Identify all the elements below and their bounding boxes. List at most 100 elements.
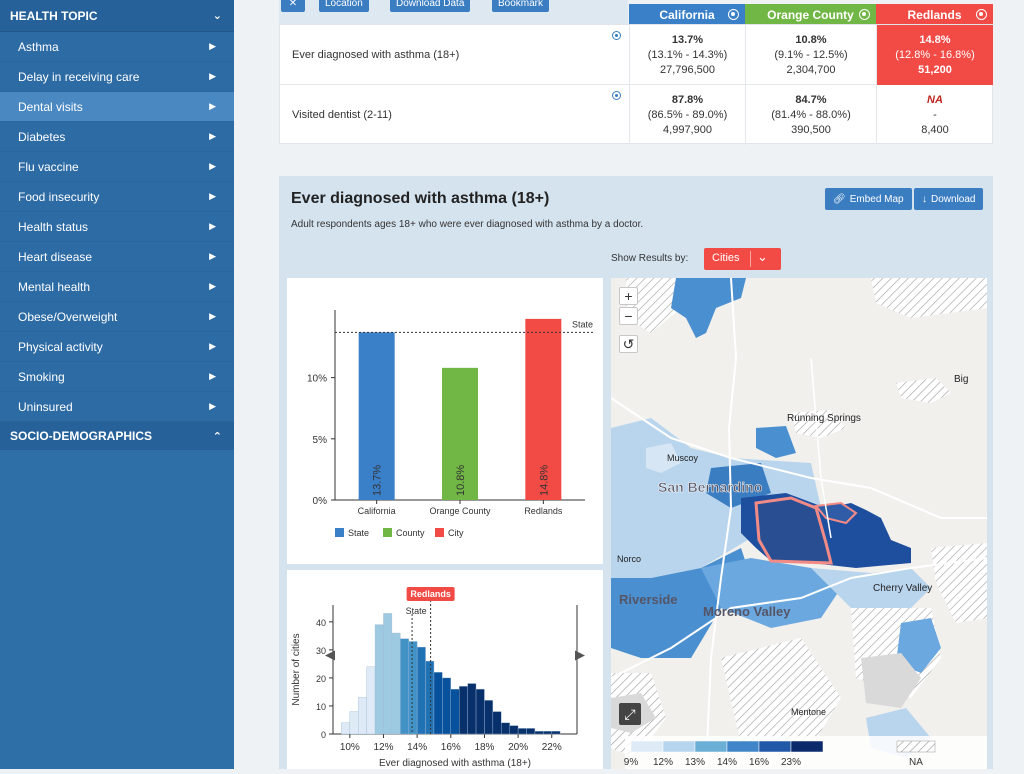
- histogram-bin: [425, 660, 435, 735]
- remove-location-icon[interactable]: [859, 9, 870, 20]
- socio-demographics-label: SOCIO-DEMOGRAPHICS: [10, 429, 153, 443]
- sidebar: HEALTH TOPIC ⌄ Asthma ▶ Delay in receiving…: [0, 0, 234, 769]
- info-icon[interactable]: [612, 91, 621, 100]
- location-name: California: [659, 7, 715, 22]
- reset-view-button[interactable]: ↺: [619, 335, 638, 353]
- remove-location-icon[interactable]: [976, 9, 987, 20]
- cell-ci: (81.4% - 88.0%): [771, 108, 851, 121]
- sidebar-item-health-status[interactable]: Health status ▶: [0, 212, 234, 242]
- cell-value: 10.8%: [795, 33, 827, 46]
- cell-ci: (13.1% - 14.3%): [647, 48, 728, 61]
- zoom-out-button[interactable]: −: [619, 307, 638, 325]
- cell-population: 27,796,500: [659, 63, 716, 76]
- sidebar-item-delay-in-receiving-care[interactable]: Delay in receiving care ▶: [0, 62, 234, 92]
- show-results-label: Show Results by:: [611, 253, 689, 264]
- sidebar-item-label: Mental health: [18, 279, 91, 294]
- histogram-bin: [551, 730, 561, 735]
- histogram-bin: [383, 613, 393, 735]
- y-tick-label: 10%: [307, 374, 327, 385]
- sidebar-item-asthma[interactable]: Asthma ▶: [0, 32, 234, 62]
- location-button[interactable]: Location: [319, 0, 369, 12]
- chevron-right-icon: ▶: [209, 311, 216, 321]
- chevron-up-icon: ⌃: [212, 430, 222, 443]
- map-label: Riverside: [619, 592, 678, 607]
- sidebar-item-mental-health[interactable]: Mental health ▶: [0, 272, 234, 302]
- sidebar-item-food-insecurity[interactable]: Food insecurity ▶: [0, 182, 234, 212]
- redlands-marker-badge: [406, 587, 455, 601]
- table-row: Visited dentist (2-11) 87.8% (86.5% - 89.…: [280, 85, 994, 145]
- sidebar-item-heart-disease[interactable]: Heart disease ▶: [0, 242, 234, 272]
- sidebar-item-physical-activity[interactable]: Physical activity ▶: [0, 332, 234, 362]
- zoom-in-button[interactable]: +: [619, 287, 638, 305]
- fullscreen-button[interactable]: ⤢: [619, 703, 641, 725]
- download-button[interactable]: ↓ Download: [914, 188, 984, 210]
- map-legend: 9% 12% 13% 14% 16% 23% NA: [624, 736, 987, 769]
- legend-swatch: [790, 740, 824, 753]
- x-axis-label: Ever diagnosed with asthma (18+): [379, 758, 531, 769]
- range-handle-left: [325, 650, 335, 661]
- minus-icon: −: [624, 308, 633, 324]
- cell-population: 2,304,700: [786, 63, 836, 76]
- histogram-chart: 0 10 20 30 40 10% 12% 14% 16% 18% 20% 22% State Redla…: [291, 587, 585, 769]
- cell-ci: (9.1% - 12.5%): [774, 48, 848, 61]
- histogram-bin: [543, 730, 552, 735]
- histogram-bin: [492, 711, 502, 735]
- sidebar-item-obese-overweight[interactable]: Obese/Overweight ▶: [0, 302, 234, 332]
- x-tick-label: Orange County: [429, 506, 491, 516]
- histogram-bin: [450, 688, 460, 735]
- bar-value-label: 10.8%: [455, 465, 467, 496]
- histogram-bin: [534, 730, 544, 735]
- sidebar-item-flu-vaccine[interactable]: Flu vaccine ▶: [0, 152, 234, 182]
- na-region: [791, 410, 846, 438]
- sidebar-item-label: Dental visits: [18, 99, 83, 114]
- sidebar-item-dental-visits[interactable]: Dental visits ▶: [0, 92, 234, 122]
- cell-ci: -: [933, 108, 937, 121]
- bar-chart-card: 0% 5% 10% California 13.7% Orange County 10.8%…: [287, 278, 603, 564]
- info-icon[interactable]: [612, 31, 621, 40]
- remove-location-icon[interactable]: [728, 9, 739, 20]
- health-topic-label: HEALTH TOPIC: [10, 8, 98, 23]
- legend-swatch: [694, 740, 728, 753]
- sidebar-item-label: Uninsured: [18, 399, 73, 414]
- cell-ci: (86.5% - 89.0%): [647, 108, 728, 121]
- choropleth-map[interactable]: San Bernardino Riverside Moreno Valley R…: [611, 278, 987, 769]
- bookmark-button[interactable]: Bookmark: [492, 0, 550, 12]
- legend-na-swatch: [896, 740, 936, 753]
- cell-population: 8,400: [921, 123, 949, 136]
- sidebar-item-smoking[interactable]: Smoking ▶: [0, 362, 234, 392]
- chevron-right-icon: ▶: [209, 251, 216, 261]
- bar: [525, 318, 562, 500]
- table-cell: 84.7% (81.4% - 88.0%) 390,500: [745, 85, 876, 145]
- map-label: Muscoy: [667, 453, 699, 463]
- download-data-label: Download Data: [396, 0, 465, 9]
- sidebar-item-uninsured[interactable]: Uninsured ▶: [0, 392, 234, 422]
- x-tick-label: 16%: [441, 742, 461, 753]
- map-label: Cherry Valley: [873, 583, 932, 594]
- legend-swatch: [630, 740, 664, 753]
- y-tick-label: 20: [316, 674, 326, 684]
- histogram-bin: [341, 722, 351, 735]
- location-header-california[interactable]: California: [629, 4, 745, 25]
- histogram-bin: [391, 632, 401, 735]
- map-view[interactable]: San Bernardino Riverside Moreno Valley R…: [611, 278, 987, 769]
- location-header-orange-county[interactable]: Orange County: [745, 4, 876, 25]
- health-topic-header[interactable]: HEALTH TOPIC ⌄: [0, 0, 234, 32]
- row-label[interactable]: Visited dentist (2-11): [292, 109, 392, 121]
- legend-swatch: [335, 528, 344, 537]
- row-label[interactable]: Ever diagnosed with asthma (18+): [292, 49, 460, 61]
- expand-icon: ⤢: [624, 705, 636, 722]
- location-header-redlands[interactable]: Redlands: [876, 4, 993, 25]
- embed-map-label: Embed Map: [849, 193, 904, 205]
- embed-map-button[interactable]: 🔗︎ Embed Map: [825, 188, 912, 210]
- y-tick-label: 40: [316, 618, 326, 628]
- sidebar-item-diabetes[interactable]: Diabetes ▶: [0, 122, 234, 152]
- sidebar-item-label: Food insecurity: [18, 189, 100, 204]
- close-button[interactable]: ✕: [281, 0, 305, 12]
- na-region: [871, 278, 987, 318]
- histogram-bin: [467, 683, 477, 735]
- legend-swatch: [726, 740, 760, 753]
- show-results-select[interactable]: Cities ⌄: [704, 248, 781, 270]
- download-data-button[interactable]: Download Data: [390, 0, 471, 12]
- socio-demographics-header[interactable]: SOCIO-DEMOGRAPHICS ⌃: [0, 422, 234, 450]
- chevron-down-icon: ⌄: [212, 10, 222, 22]
